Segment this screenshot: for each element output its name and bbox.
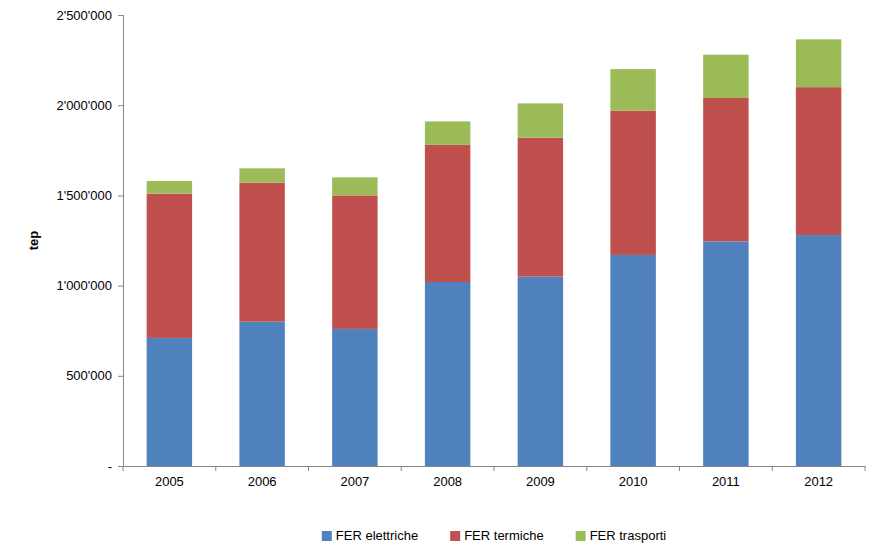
bar bbox=[703, 55, 748, 98]
tick: 2'500'000 bbox=[56, 8, 123, 23]
category-separator bbox=[123, 466, 124, 471]
bar bbox=[147, 181, 192, 194]
chart: - 500'000 1'000'000 1'500'000 2'000'000 2'500… bbox=[0, 0, 881, 557]
tick-label: 2'000'000 bbox=[56, 98, 112, 113]
series bbox=[147, 87, 842, 338]
bar bbox=[518, 138, 563, 277]
bar bbox=[610, 69, 655, 110]
tick-label: 2006 bbox=[248, 474, 277, 489]
tick-label: 1'000'000 bbox=[56, 278, 112, 293]
tick: 2009 bbox=[526, 466, 555, 489]
bar bbox=[332, 177, 377, 195]
bar bbox=[518, 103, 563, 137]
tick: 2010 bbox=[619, 466, 648, 489]
bars bbox=[147, 39, 842, 466]
category-separator bbox=[772, 466, 773, 471]
bar bbox=[239, 322, 284, 466]
tick-label: 2009 bbox=[526, 474, 555, 489]
x-axis: 2005 2006 2007 2008 2009 2010 2011 2012 bbox=[123, 466, 866, 489]
tick: 1'500'000 bbox=[56, 188, 123, 203]
tick-label: 2007 bbox=[340, 474, 369, 489]
bar bbox=[703, 98, 748, 241]
bar bbox=[796, 39, 841, 87]
tick: 2008 bbox=[433, 466, 462, 489]
tick-label: 2008 bbox=[433, 474, 462, 489]
bar bbox=[703, 241, 748, 466]
tick: 2011 bbox=[712, 466, 740, 489]
tick: 2'000'000 bbox=[56, 98, 123, 113]
bar bbox=[147, 338, 192, 466]
category-separator bbox=[494, 466, 495, 471]
tick-mark bbox=[118, 376, 123, 377]
tick: 2012 bbox=[804, 466, 833, 489]
legend: FER elettriche FER termiche FER trasporti bbox=[322, 528, 667, 543]
tick: - bbox=[108, 459, 123, 474]
bar bbox=[425, 282, 470, 466]
bar bbox=[610, 111, 655, 255]
axis-title: tep bbox=[26, 231, 41, 251]
tick: 2005 bbox=[155, 466, 184, 489]
tick-mark bbox=[118, 286, 123, 287]
bar bbox=[518, 277, 563, 466]
tick-mark bbox=[118, 15, 123, 16]
category-separator bbox=[401, 466, 402, 471]
tick-label: - bbox=[108, 459, 112, 474]
plot: - 500'000 1'000'000 1'500'000 2'000'000 2'500… bbox=[56, 8, 865, 489]
legend-swatch bbox=[576, 531, 586, 541]
series bbox=[147, 39, 842, 195]
legend-swatch bbox=[322, 531, 332, 541]
legend-item: FER termiche bbox=[450, 528, 543, 543]
tick-mark bbox=[118, 466, 123, 467]
bar bbox=[147, 194, 192, 338]
bar bbox=[425, 121, 470, 144]
y-axis: - 500'000 1'000'000 1'500'000 2'000'000 2'500… bbox=[56, 8, 123, 474]
bar bbox=[796, 235, 841, 466]
legend-label: FER elettriche bbox=[336, 528, 418, 543]
tick-label: 2'500'000 bbox=[56, 8, 112, 23]
category-separator bbox=[865, 466, 866, 471]
tick-label: 2011 bbox=[712, 474, 740, 489]
tick-mark bbox=[118, 105, 123, 106]
axis-line bbox=[118, 16, 124, 467]
category-separator bbox=[308, 466, 309, 471]
bar bbox=[239, 168, 284, 182]
bar bbox=[610, 255, 655, 466]
category-separator bbox=[215, 466, 216, 471]
bar bbox=[425, 145, 470, 282]
tick: 2007 bbox=[340, 466, 369, 489]
tick-label: 2005 bbox=[155, 474, 184, 489]
legend-swatch bbox=[450, 531, 460, 541]
tick: 500'000 bbox=[66, 368, 123, 383]
bar bbox=[332, 329, 377, 466]
category-separator bbox=[586, 466, 587, 471]
tick-label: 2010 bbox=[619, 474, 648, 489]
tick: 1'000'000 bbox=[56, 278, 123, 293]
legend-item: FER elettriche bbox=[322, 528, 418, 543]
tick-label: 1'500'000 bbox=[56, 188, 112, 203]
tick-label: 500'000 bbox=[66, 368, 112, 383]
tick: 2006 bbox=[248, 466, 277, 489]
tick-label: 2012 bbox=[804, 474, 833, 489]
legend-label: FER trasporti bbox=[590, 528, 667, 543]
bar bbox=[332, 195, 377, 328]
tick-mark bbox=[118, 195, 123, 196]
category-separator bbox=[679, 466, 680, 471]
bar bbox=[796, 87, 841, 235]
legend-item: FER trasporti bbox=[576, 528, 667, 543]
legend-label: FER termiche bbox=[464, 528, 543, 543]
bar bbox=[239, 183, 284, 322]
